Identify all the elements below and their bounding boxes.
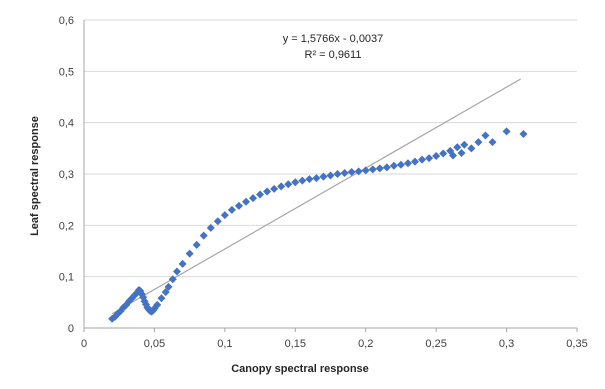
- data-point: [172, 267, 181, 276]
- data-point: [234, 201, 243, 210]
- axes: [83, 20, 578, 332]
- data-point: [467, 144, 476, 153]
- y-tick-label: 0,6: [59, 15, 74, 27]
- data-point: [474, 138, 483, 147]
- trendline-layer: [111, 78, 521, 315]
- x-tick-label: 0: [81, 338, 87, 350]
- data-point: [192, 240, 201, 249]
- x-tick-label: 0,05: [144, 338, 165, 350]
- data-point: [340, 168, 349, 177]
- data-point: [488, 138, 497, 147]
- data-point: [382, 163, 391, 172]
- data-point: [425, 154, 434, 163]
- data-point: [432, 152, 441, 161]
- data-point: [333, 170, 342, 178]
- data-point: [178, 259, 187, 268]
- trendline-equation: y = 1,5766x - 0,0037: [283, 33, 384, 45]
- data-point: [368, 165, 377, 174]
- y-tick-label: 0,3: [59, 169, 74, 181]
- data-point: [375, 164, 384, 173]
- data-point: [249, 194, 258, 203]
- x-tick-label: 0,15: [285, 338, 306, 350]
- data-point: [263, 187, 272, 196]
- data-point: [418, 155, 427, 164]
- data-point: [453, 143, 462, 152]
- data-point: [312, 174, 321, 183]
- data-point: [361, 166, 370, 175]
- data-point: [277, 182, 286, 191]
- data-point: [157, 294, 166, 303]
- data-point: [206, 223, 215, 232]
- data-point: [168, 275, 177, 284]
- y-tick-label: 0: [68, 323, 74, 335]
- data-point: [389, 161, 398, 170]
- x-tick-label: 0,1: [217, 338, 232, 350]
- data-point: [457, 148, 466, 157]
- data-point: [347, 167, 356, 176]
- data-point: [298, 176, 307, 185]
- data-point: [449, 151, 458, 160]
- data-point: [284, 180, 293, 189]
- data-point: [213, 217, 222, 226]
- data-point: [185, 249, 194, 258]
- data-point: [460, 140, 469, 149]
- data-point: [439, 149, 448, 158]
- tick-labels: 0 0,1 0,2 0,3 0,4 0,5 0,6 0 0,05 0,1 0,15 0,2 0,25 0,…: [59, 15, 588, 350]
- x-tick-label: 0,25: [425, 338, 446, 350]
- data-point: [403, 159, 412, 168]
- r-squared-label: R² = 0,9611: [305, 49, 362, 61]
- data-point: [396, 160, 405, 169]
- data-point: [502, 127, 511, 136]
- y-tick-label: 0,2: [59, 220, 74, 232]
- data-point: [319, 172, 328, 181]
- data-point: [270, 184, 279, 193]
- data-point: [220, 211, 229, 220]
- x-tick-label: 0,3: [499, 338, 514, 350]
- data-point: [481, 131, 490, 140]
- trendline: [111, 78, 521, 315]
- data-point: [519, 129, 528, 138]
- y-tick-label: 0,1: [59, 272, 74, 284]
- y-axis-title: Leaf spectral response: [29, 116, 41, 236]
- data-point: [326, 171, 335, 180]
- data-point: [153, 300, 162, 309]
- data-point: [354, 167, 363, 176]
- data-points: [108, 127, 528, 323]
- data-point: [199, 231, 208, 240]
- data-point: [241, 197, 250, 206]
- x-tick-label: 0,35: [566, 338, 587, 350]
- data-point: [256, 190, 265, 199]
- x-axis-title: Canopy spectral response: [231, 363, 369, 375]
- y-tick-label: 0,4: [59, 118, 74, 130]
- x-tick-label: 0,2: [358, 338, 373, 350]
- data-point: [411, 157, 420, 166]
- data-point: [227, 205, 236, 214]
- data-point: [291, 178, 300, 187]
- data-point: [305, 175, 314, 184]
- data-point: [164, 282, 173, 291]
- y-tick-label: 0,5: [59, 66, 74, 78]
